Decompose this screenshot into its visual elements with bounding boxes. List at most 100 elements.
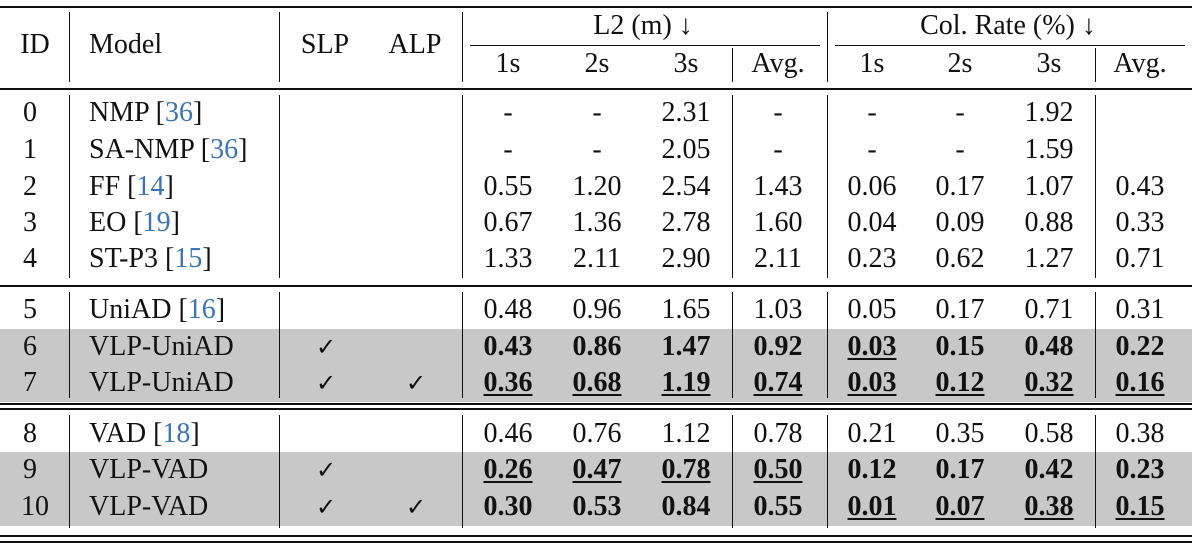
- col-rate-value: 0.15: [935, 331, 985, 362]
- header-slp: SLP: [300, 29, 350, 60]
- citation-link[interactable]: 36: [210, 134, 239, 165]
- subheader-l2-3: Avg.: [751, 48, 805, 79]
- header-alp: ALP: [388, 29, 442, 60]
- col-rate-value: 0.62: [935, 243, 985, 274]
- row-id: 5: [23, 294, 37, 325]
- model-name: VLP-VAD: [89, 491, 209, 522]
- group-rule-1: [0, 285, 1192, 287]
- top-rule: [0, 6, 1192, 8]
- row-id: 10: [21, 491, 49, 522]
- l2-value: -: [773, 134, 783, 165]
- col-rate-value: 0.07: [935, 491, 985, 522]
- col-rate-value: 0.32: [1024, 367, 1074, 398]
- l2-value: 1.33: [483, 243, 533, 274]
- vline-col-avg: [1095, 292, 1097, 398]
- l2-value: 0.46: [483, 418, 533, 449]
- l2-value: 1.20: [572, 171, 622, 202]
- col-rate-value: 0.88: [1024, 207, 1074, 238]
- l2-value: 2.78: [661, 207, 711, 238]
- header-col-group: Col. Rate (%) ↓: [920, 10, 1096, 41]
- vline-model: [279, 95, 281, 278]
- group-rule-2a: [0, 403, 1192, 405]
- header-id: ID: [20, 29, 50, 60]
- vline-l2-avg: [732, 292, 734, 398]
- l2-value: 1.03: [753, 294, 803, 325]
- citation-link[interactable]: 16: [187, 294, 216, 325]
- slp-check-icon: ✓: [315, 333, 337, 361]
- model-name: FF: [89, 171, 121, 202]
- slp-check-icon: ✓: [315, 493, 337, 521]
- l2-value: 0.55: [753, 491, 803, 522]
- citation-link[interactable]: 19: [142, 207, 171, 238]
- l2-value: 2.11: [754, 243, 802, 274]
- citation-link[interactable]: 36: [164, 97, 193, 128]
- citation-link[interactable]: 18: [162, 418, 191, 449]
- row-model: EO [19]: [89, 207, 180, 238]
- col-rate-value: 0.06: [847, 171, 897, 202]
- row-model: UniAD [16]: [89, 294, 226, 325]
- row-id: 6: [23, 331, 37, 362]
- l2-value: 2.54: [661, 171, 711, 202]
- vline-col-avg: [1095, 48, 1097, 82]
- slp-check-icon: ✓: [315, 456, 337, 484]
- highlight-band: [0, 365, 1192, 402]
- col-rate-value: 1.07: [1024, 171, 1074, 202]
- l2-value: 1.12: [661, 418, 711, 449]
- col-rate-value: 0.21: [847, 418, 897, 449]
- l2-value: 0.26: [483, 454, 533, 485]
- l2-value: 2.31: [661, 97, 711, 128]
- col-rate-value: 0.01: [847, 491, 897, 522]
- l2-value: 1.19: [661, 367, 711, 398]
- vline-id: [69, 292, 71, 398]
- l2-value: 1.36: [572, 207, 622, 238]
- l2-value: 0.78: [753, 418, 803, 449]
- citation-link[interactable]: 15: [174, 243, 203, 274]
- citation-link[interactable]: 14: [136, 171, 165, 202]
- l2-value: 1.60: [753, 207, 803, 238]
- col-rate-value: 0.42: [1024, 454, 1074, 485]
- vline-l2: [827, 292, 829, 398]
- l2-value: 1.47: [661, 331, 711, 362]
- alp-check-icon: ✓: [405, 493, 427, 521]
- col-rate-value: 0.58: [1024, 418, 1074, 449]
- col-rate-value: 0.43: [1115, 171, 1165, 202]
- col-rate-value: 0.23: [1115, 454, 1165, 485]
- col-rate-value: -: [955, 134, 965, 165]
- l2-value: 0.96: [572, 294, 622, 325]
- l2-value: 0.53: [572, 491, 622, 522]
- model-name: NMP: [89, 97, 149, 128]
- subheader-col-1: 2s: [947, 48, 973, 79]
- l2-value: -: [503, 97, 513, 128]
- col-rate-value: 0.04: [847, 207, 897, 238]
- row-id: 7: [23, 367, 37, 398]
- col-rate-value: 0.35: [935, 418, 985, 449]
- l2-value: -: [592, 134, 602, 165]
- col-rate-value: 0.17: [935, 294, 985, 325]
- row-id: 9: [23, 454, 37, 485]
- col-rate-value: -: [867, 134, 877, 165]
- l2-value: 0.50: [753, 454, 803, 485]
- vline-model: [279, 12, 281, 82]
- vline-methods: [462, 292, 464, 398]
- col-rate-value: 0.09: [935, 207, 985, 238]
- col-rate-value: 0.12: [847, 454, 897, 485]
- l2-value: 0.92: [753, 331, 803, 362]
- row-model: VLP-VAD: [89, 490, 208, 524]
- col-rate-value: 0.15: [1115, 491, 1165, 522]
- row-model: VLP-UniAD: [89, 366, 234, 400]
- vline-l2-avg: [732, 95, 734, 278]
- model-name: UniAD: [89, 294, 172, 325]
- col-subrule: [835, 45, 1185, 47]
- l2-value: 0.67: [483, 207, 533, 238]
- row-id: 4: [23, 243, 37, 274]
- col-rate-value: 0.03: [847, 367, 897, 398]
- model-name: VLP-UniAD: [89, 367, 234, 398]
- col-rate-value: 1.27: [1024, 243, 1074, 274]
- subheader-l2-2: 3s: [673, 48, 699, 79]
- vline-id: [69, 415, 71, 528]
- row-model: VAD [18]: [89, 418, 200, 449]
- vline-col-avg: [1095, 415, 1097, 528]
- model-name: VAD: [89, 418, 147, 449]
- col-rate-value: 0.03: [847, 331, 897, 362]
